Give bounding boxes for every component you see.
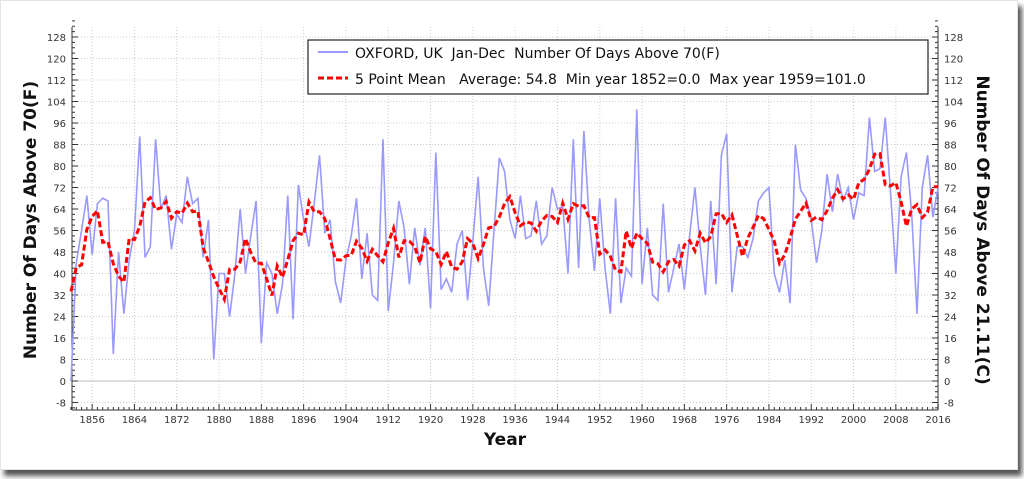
x-tick-label: 1856 <box>79 415 104 426</box>
x-tick-label: 1992 <box>799 415 824 426</box>
y-tick-label-right: 48 <box>944 248 957 259</box>
y-tick-label-right: 8 <box>944 356 950 367</box>
y-axis-title-right: Number Of Days Above 21.11(C) <box>972 75 992 384</box>
y-tick-label-left: 40 <box>53 270 66 281</box>
x-tick-label: 2000 <box>841 415 866 426</box>
x-tick-label: 1896 <box>291 415 316 426</box>
y-tick-label-right: 112 <box>944 76 963 87</box>
series-line-5pt-mean <box>69 152 939 305</box>
x-tick-label: 1968 <box>672 415 697 426</box>
y-axis-title-left: Number Of Days Above 70(F) <box>21 81 41 359</box>
legend-box <box>307 39 929 95</box>
y-tick-label-right: 128 <box>944 33 963 44</box>
x-tick-label: 2016 <box>925 415 950 426</box>
x-tick-label: 1888 <box>249 415 274 426</box>
legend: OXFORD, UK Jan-Dec Number Of Days Above … <box>307 39 929 95</box>
y-tick-label-left: 88 <box>53 141 66 152</box>
x-tick-label: 1904 <box>333 415 358 426</box>
y-tick-label-right: 16 <box>944 334 957 345</box>
y-tick-label-right: 72 <box>944 184 957 195</box>
y-tick-label-left: 24 <box>53 313 66 324</box>
series-line-raw <box>70 109 939 382</box>
x-axis-title: Year <box>483 430 527 450</box>
x-tick-label: 1952 <box>587 415 612 426</box>
y-tick-label-right: 120 <box>944 55 963 66</box>
y-tick-label-right: 56 <box>944 227 957 238</box>
x-tick-label: 1864 <box>122 415 147 426</box>
y-tick-label-right: 88 <box>944 141 957 152</box>
y-tick-label-left: 0 <box>60 377 66 388</box>
y-tick-label-right: 40 <box>944 270 957 281</box>
y-tick-label-right: 104 <box>944 98 963 109</box>
y-tick-label-left: 16 <box>53 334 66 345</box>
legend-label-raw: OXFORD, UK Jan-Dec Number Of Days Above … <box>355 46 720 62</box>
x-tick-label: 1928 <box>460 415 485 426</box>
x-tick-label: 1984 <box>756 415 781 426</box>
x-tick-label: 1944 <box>545 415 570 426</box>
y-tick-label-right: -8 <box>944 399 954 410</box>
y-tick-label-left: -8 <box>56 399 66 410</box>
y-tick-label-right: 32 <box>944 291 957 302</box>
y-tick-label-left: 128 <box>47 33 66 44</box>
series-layer <box>69 109 939 382</box>
x-tick-label: 1920 <box>418 415 443 426</box>
x-tick-label: 1960 <box>629 415 654 426</box>
y-tick-label-right: 80 <box>944 162 957 173</box>
y-tick-label-right: 96 <box>944 119 957 130</box>
y-tick-label-left: 72 <box>53 184 66 195</box>
x-tick-label: 2008 <box>883 415 908 426</box>
y-tick-label-left: 120 <box>47 55 66 66</box>
x-tick-label: 1936 <box>502 415 527 426</box>
y-tick-label-left: 56 <box>53 227 66 238</box>
y-tick-label-left: 112 <box>47 76 66 87</box>
y-tick-label-left: 48 <box>53 248 66 259</box>
x-tick-label: 1912 <box>376 415 401 426</box>
x-tick-label: 1880 <box>206 415 231 426</box>
y-tick-label-left: 32 <box>53 291 66 302</box>
y-tick-label-right: 24 <box>944 313 957 324</box>
x-tick-label: 1872 <box>164 415 189 426</box>
x-tick-label: 1976 <box>714 415 739 426</box>
y-tick-label-right: 0 <box>944 377 950 388</box>
y-tick-label-left: 80 <box>53 162 66 173</box>
legend-label-mean: 5 Point Mean Average: 54.8 Min year 1852… <box>355 72 866 88</box>
y-tick-label-left: 64 <box>53 205 66 216</box>
y-tick-label-left: 104 <box>47 98 66 109</box>
y-tick-label-left: 96 <box>53 119 66 130</box>
y-tick-label-right: 64 <box>944 205 957 216</box>
y-tick-label-left: 8 <box>60 356 66 367</box>
